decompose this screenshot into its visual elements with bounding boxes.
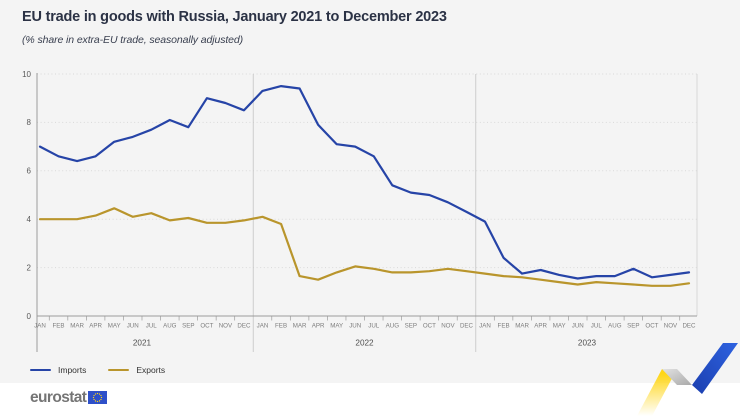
eu-flag-star <box>100 395 102 397</box>
eu-flag-icon <box>88 391 108 405</box>
imports-line <box>38 84 691 280</box>
month-label: JUN <box>572 323 584 330</box>
month-label: MAY <box>553 323 566 330</box>
month-label: JAN <box>479 323 491 330</box>
month-label: FEB <box>498 323 510 330</box>
eu-flag-star <box>100 399 102 401</box>
ribbon-gray-band <box>662 369 692 385</box>
month-label: AUG <box>386 323 400 330</box>
month-label: NOV <box>441 323 455 330</box>
month-label: AUG <box>608 323 622 330</box>
month-label: JUN <box>127 323 139 330</box>
ribbon-blue-band <box>692 343 738 394</box>
month-label: NOV <box>664 323 678 330</box>
month-label: APR <box>534 323 547 330</box>
month-label: JAN <box>34 323 46 330</box>
y-axis-tick-label: 8 <box>27 118 32 127</box>
month-label: OCT <box>200 323 213 330</box>
eu-flag-star <box>95 393 97 395</box>
chart-panel: EU trade in goods with Russia, January 2… <box>0 0 740 383</box>
month-label: SEP <box>182 323 194 330</box>
month-label: MAY <box>330 323 343 330</box>
eu-flag-star <box>93 397 95 399</box>
month-label: OCT <box>645 323 658 330</box>
eurostat-logo: eurostat <box>30 389 108 406</box>
y-axis-tick-label: 6 <box>27 167 32 176</box>
exports-line-swatch <box>108 368 130 372</box>
month-label: MAR <box>293 323 307 330</box>
eu-flag-star <box>99 393 101 395</box>
eu-flag-star <box>101 397 103 399</box>
month-label: MAR <box>515 323 529 330</box>
footer-bar: eurostat <box>0 383 740 416</box>
eu-flag-star <box>99 400 101 402</box>
month-label: JUL <box>591 323 603 330</box>
year-label: 2022 <box>355 339 374 348</box>
month-label: FEB <box>275 323 287 330</box>
month-label: APR <box>312 323 325 330</box>
eurostat-logo-text: eurostat <box>30 389 87 406</box>
eu-flag-star <box>93 395 96 397</box>
eu-flag-star <box>97 393 99 395</box>
chart-subtitle: (% share in extra-EU trade, seasonally a… <box>22 34 244 46</box>
year-label: 2023 <box>578 339 597 348</box>
legend-label-imports: Imports <box>58 365 87 375</box>
month-label: DEC <box>237 323 251 330</box>
month-label: SEP <box>405 323 417 330</box>
legend-item-imports: Imports <box>30 365 86 375</box>
eu-flag-star <box>95 400 97 402</box>
eu-flag-star <box>93 399 96 401</box>
y-axis-tick-label: 0 <box>27 312 32 321</box>
month-label: MAY <box>108 323 121 330</box>
legend-label-exports: Exports <box>136 365 166 375</box>
month-label: JUN <box>349 323 361 330</box>
month-label: FEB <box>53 323 65 330</box>
imports-line-swatch <box>30 368 51 372</box>
y-axis-tick-label: 2 <box>27 263 32 272</box>
chart-title: EU trade in goods with Russia, January 2… <box>22 9 447 25</box>
month-label: JAN <box>257 323 269 330</box>
y-axis-tick-label: 4 <box>27 215 32 224</box>
month-label: MAR <box>70 323 84 330</box>
month-label: JUL <box>368 323 380 330</box>
month-label: AUG <box>163 323 177 330</box>
exports-line <box>38 207 691 287</box>
month-label: SEP <box>627 323 639 330</box>
month-label: DEC <box>460 323 474 330</box>
year-label: 2021 <box>133 339 152 348</box>
eu-flag-star <box>97 401 99 403</box>
month-label: JUL <box>146 323 158 330</box>
y-axis-tick-label: 10 <box>22 70 31 79</box>
decorative-ribbon <box>637 343 738 416</box>
legend-item-exports: Exports <box>108 365 165 375</box>
month-label: OCT <box>423 323 436 330</box>
line-chart-canvas: 0 2 4 6 8 10 JAN FEB MAR APR MAY JUN JUL AUG SEP OCT NOV… <box>22 70 698 352</box>
month-label: DEC <box>682 323 696 330</box>
month-label: APR <box>89 323 102 330</box>
legend: Imports Exports <box>30 365 165 375</box>
month-label: NOV <box>219 323 233 330</box>
ribbon-yellow-band <box>637 369 677 416</box>
